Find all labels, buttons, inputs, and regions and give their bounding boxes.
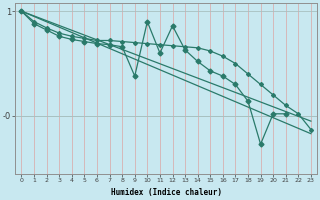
X-axis label: Humidex (Indice chaleur): Humidex (Indice chaleur) bbox=[111, 188, 222, 197]
